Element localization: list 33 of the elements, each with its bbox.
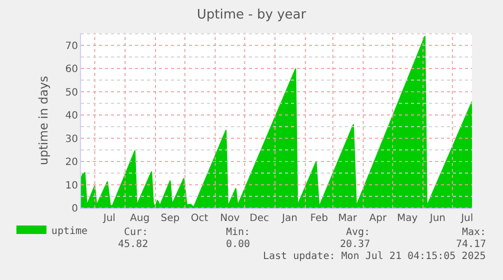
y-tick-label: 40 [65,110,78,122]
x-tick-label: Jan [281,213,298,224]
text: Cur: [124,227,148,238]
x-tick-label: Jul [460,213,474,224]
x-tick-label: Feb [310,213,328,224]
x-tick-label: Oct [190,213,208,224]
y-tick-label: 10 [65,180,78,192]
text: Min: [226,227,250,238]
text: Last update: Mon Jul 21 04:15:05 2025 [263,251,486,262]
x-tick-label: May [396,213,418,224]
x-tick-label: Apr [369,213,388,224]
text: 20.37 [340,239,370,250]
y-axis-title: uptime in days [36,76,51,166]
text: 0.00 [226,239,250,250]
x-tick-label: Aug [130,213,150,224]
y-tick-label: 60 [65,64,78,76]
text: Avg: [346,227,370,238]
legend-label: uptime [51,226,88,237]
y-tick-label: 20 [65,157,78,168]
y-tick-label: 50 [65,87,78,98]
text: Max: [462,227,486,238]
y-tick-label: 70 [65,40,78,52]
x-tick-label: Nov [220,213,240,224]
chart-title: Uptime - by year [196,8,307,23]
x-tick-label: Mar [338,213,358,224]
text: 45.82 [118,239,148,250]
x-tick-label: Dec [250,213,270,224]
x-tick-label: Jul [102,213,116,224]
y-tick-label: 30 [65,134,78,145]
text: 74.17 [456,239,486,250]
x-tick-label: Jun [428,213,446,224]
y-tick-label: 0 [72,204,78,214]
x-tick-label: Sep [160,213,180,224]
